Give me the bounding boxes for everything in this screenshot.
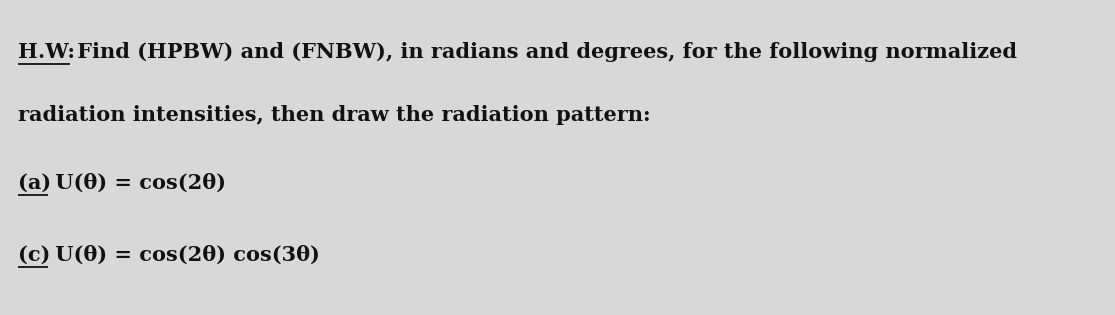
Text: H.W:: H.W: — [18, 42, 75, 62]
Text: (a): (a) — [18, 173, 51, 193]
Text: U(θ) = cos(2θ) cos(3θ): U(θ) = cos(2θ) cos(3θ) — [48, 245, 320, 265]
Text: U(θ) = cos(2θ): U(θ) = cos(2θ) — [48, 173, 226, 193]
Text: (c): (c) — [18, 245, 50, 265]
Text: Find (HPBW) and (FNBW), in radians and degrees, for the following normalized: Find (HPBW) and (FNBW), in radians and d… — [70, 42, 1017, 62]
Text: radiation intensities, then draw the radiation pattern:: radiation intensities, then draw the rad… — [18, 105, 651, 125]
